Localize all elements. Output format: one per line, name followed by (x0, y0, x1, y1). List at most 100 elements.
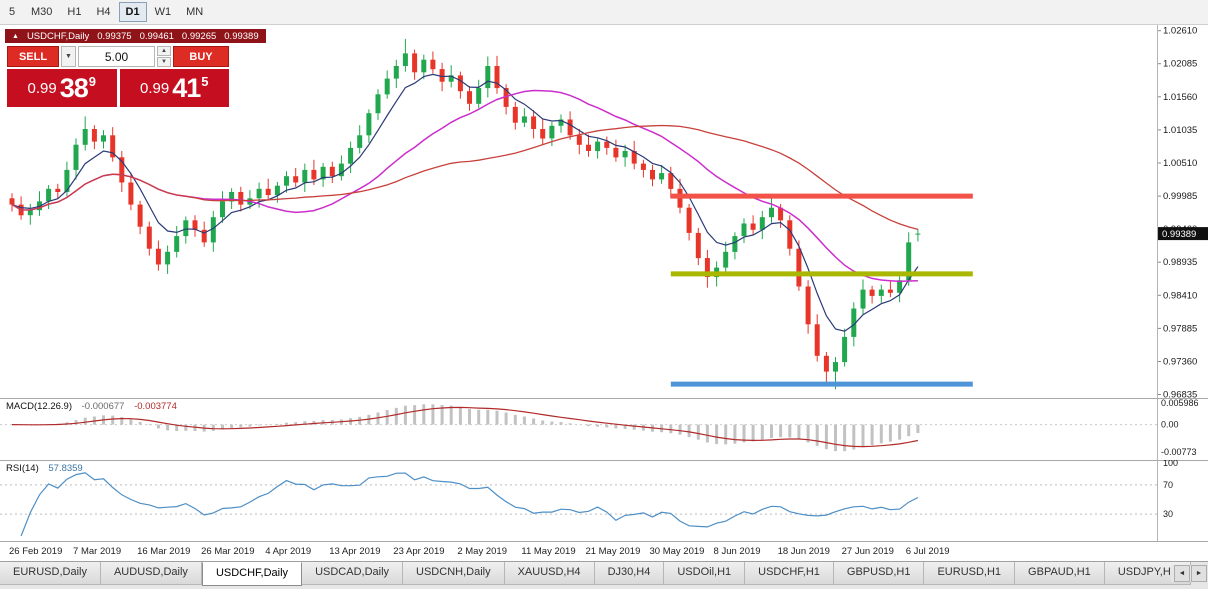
chart-tab-usdoil-h1[interactable]: USDOil,H1 (664, 562, 746, 585)
chart-tab-usdjpy-h1[interactable]: USDJPY,H1 (1104, 562, 1191, 585)
date-label: 18 Jun 2019 (777, 546, 830, 557)
macd-value-main: -0.000677 (81, 401, 125, 412)
date-label: 16 Mar 2019 (137, 546, 191, 557)
date-label: 13 Apr 2019 (329, 546, 381, 557)
date-label: 4 Apr 2019 (265, 546, 312, 557)
sell-button[interactable]: SELL (7, 46, 59, 67)
sell-price-big: 0.99 (27, 79, 57, 97)
macd-axis-label: 0.005986 (1161, 398, 1199, 408)
spinner-up-icon[interactable]: ▲ (157, 46, 171, 56)
price-chart-svg[interactable]: 1.026101.020851.015601.010351.005100.999… (0, 25, 1208, 398)
rsi-label: RSI(14) 57.8359 (6, 463, 83, 474)
buy-price-sup: 5 (201, 74, 209, 89)
date-label: 27 Jun 2019 (841, 546, 894, 557)
chart-tab-gbpusd-h1[interactable]: GBPUSD,H1 (833, 562, 925, 585)
date-label: 11 May 2019 (521, 546, 576, 557)
svg-text:0.99389: 0.99389 (1162, 229, 1196, 240)
timeframe-button-5[interactable]: 5 (1, 2, 23, 22)
quote-high: 0.99461 (139, 30, 174, 42)
quote-symbol: USDCHF,Daily (26, 30, 90, 42)
quote-open: 0.99375 (97, 30, 132, 42)
price-axis-label: 0.99985 (1163, 191, 1197, 202)
date-label: 26 Feb 2019 (9, 546, 63, 557)
sell-price-display[interactable]: 0.99 38 9 (7, 69, 117, 107)
price-axis-label: 0.97360 (1163, 357, 1197, 368)
date-label: 23 Apr 2019 (393, 546, 445, 557)
macd-signal-line (11, 406, 919, 448)
spinner-down-icon[interactable]: ▼ (157, 57, 171, 67)
tab-scroll-controls: ◄ ► (1171, 565, 1207, 582)
macd-axis-label: -0.00773 (1161, 447, 1197, 457)
rsi-line (20, 472, 919, 537)
moving-average-layer (11, 73, 919, 332)
chart-tab-eurusd-h1[interactable]: EURUSD,H1 (924, 562, 1016, 585)
buy-price-display[interactable]: 0.99 41 5 (119, 69, 229, 107)
price-axis-label: 0.96835 (1163, 390, 1197, 399)
chart-tab-xauusd-h4[interactable]: XAUUSD,H4 (504, 562, 595, 585)
rsi-axis-label: 70 (1163, 480, 1173, 490)
main-price-panel[interactable]: 1.02610 1.02085 1.01560 1.01035 1.00510 0.999… (0, 25, 1208, 398)
rsi-svg[interactable]: 100 70 30 (0, 460, 1208, 541)
date-label: 30 May 2019 (649, 546, 705, 557)
tabs-scroll-left-button[interactable]: ◄ (1174, 565, 1190, 582)
chart-tab-gbpaud-h1[interactable]: GBPAUD,H1 (1015, 562, 1105, 585)
price-axis: 1.02610 1.02085 1.01560 1.01035 1.00510 0.999… (1157, 25, 1208, 399)
candlestick-layer (9, 38, 921, 390)
price-axis-label: 1.01560 (1163, 92, 1197, 103)
volume-dropdown-button[interactable]: ▼ (61, 46, 76, 67)
volume-spinner[interactable]: ▲ ▼ (157, 46, 171, 67)
chart-tab-eurusd-daily[interactable]: EURUSD,Daily (0, 562, 101, 585)
chart-tab-dj30-h4[interactable]: DJ30,H4 (594, 562, 665, 585)
quote-close: 0.99389 (224, 30, 259, 42)
timeframe-button-h4[interactable]: H4 (89, 2, 117, 22)
timeframe-button-d1[interactable]: D1 (118, 2, 147, 22)
rsi-panel[interactable]: 100 70 30 (0, 460, 1208, 541)
chart-tab-usdcad-daily[interactable]: USDCAD,Daily (302, 562, 404, 585)
buy-button[interactable]: BUY (173, 46, 229, 67)
sell-price-sup: 9 (88, 74, 96, 89)
buy-price-big: 0.99 (140, 79, 170, 97)
rsi-name: RSI(14) (6, 463, 39, 474)
chart-area[interactable]: 1.02610 1.02085 1.01560 1.01035 1.00510 0.999… (0, 25, 1208, 561)
date-label: 26 Mar 2019 (201, 546, 255, 557)
price-axis-label: 0.97885 (1163, 323, 1197, 334)
timeframe-button-h1[interactable]: H1 (60, 2, 88, 22)
price-axis-label: 1.00510 (1163, 158, 1197, 169)
price-axis-label: 1.01035 (1163, 125, 1197, 136)
chart-tab-usdchf-daily[interactable]: USDCHF,Daily (201, 562, 303, 586)
macd-histogram (19, 404, 920, 452)
macd-value-signal: -0.003774 (134, 401, 177, 412)
date-label: 8 Jun 2019 (713, 546, 761, 557)
date-label: 7 Mar 2019 (73, 546, 122, 557)
chart-tab-usdchf-h1[interactable]: USDCHF,H1 (745, 562, 834, 585)
collapse-arrow-icon[interactable]: ▲ (12, 32, 19, 40)
chart-tab-audusd-daily[interactable]: AUDUSD,Daily (100, 562, 202, 585)
macd-panel[interactable]: 0.005986 0.00 -0.00773 (0, 398, 1208, 460)
date-label: 6 Jul 2019 (905, 546, 950, 557)
current-price-tag: 0.99389 (1158, 227, 1208, 241)
volume-input[interactable] (78, 46, 155, 67)
price-axis-label: 0.98410 (1163, 290, 1197, 301)
timeframe-button-w1[interactable]: W1 (148, 2, 179, 22)
timeframe-button-mn[interactable]: MN (179, 2, 210, 22)
date-label: 2 May 2019 (457, 546, 507, 557)
chart-tab-bar: EURUSD,Daily AUDUSD,Daily USDCHF,Daily USDC… (0, 561, 1208, 589)
price-axis-label: 1.02085 (1163, 59, 1197, 70)
macd-name: MACD(12.26.9) (6, 401, 72, 412)
sell-price-mid: 38 (59, 73, 89, 103)
quote-bar[interactable]: ▲ USDCHF,Daily 0.99375 0.99461 0.99265 0… (5, 29, 266, 43)
trendline-layer (670, 193, 973, 387)
macd-svg[interactable]: 0.005986 0.00 -0.00773 (0, 398, 1208, 460)
rsi-axis-label: 30 (1163, 509, 1173, 519)
tabs-scroll-right-button[interactable]: ► (1191, 565, 1207, 582)
timeframe-toolbar: 5 M30 H1 H4 D1 W1 MN (0, 0, 1208, 25)
quote-low: 0.99265 (181, 30, 217, 42)
price-axis-label: 1.02610 (1163, 26, 1197, 37)
timeframe-button-m30[interactable]: M30 (24, 2, 59, 22)
rsi-value: 57.8359 (48, 463, 83, 474)
chart-tab-usdcnh-daily[interactable]: USDCNH,Daily (403, 562, 505, 585)
macd-label: MACD(12.26.9) -0.000677 -0.003774 (6, 401, 177, 412)
time-axis[interactable]: 26 Feb 2019 7 Mar 2019 16 Mar 2019 26 Mar 2… (0, 541, 1208, 561)
date-label: 21 May 2019 (585, 546, 641, 557)
